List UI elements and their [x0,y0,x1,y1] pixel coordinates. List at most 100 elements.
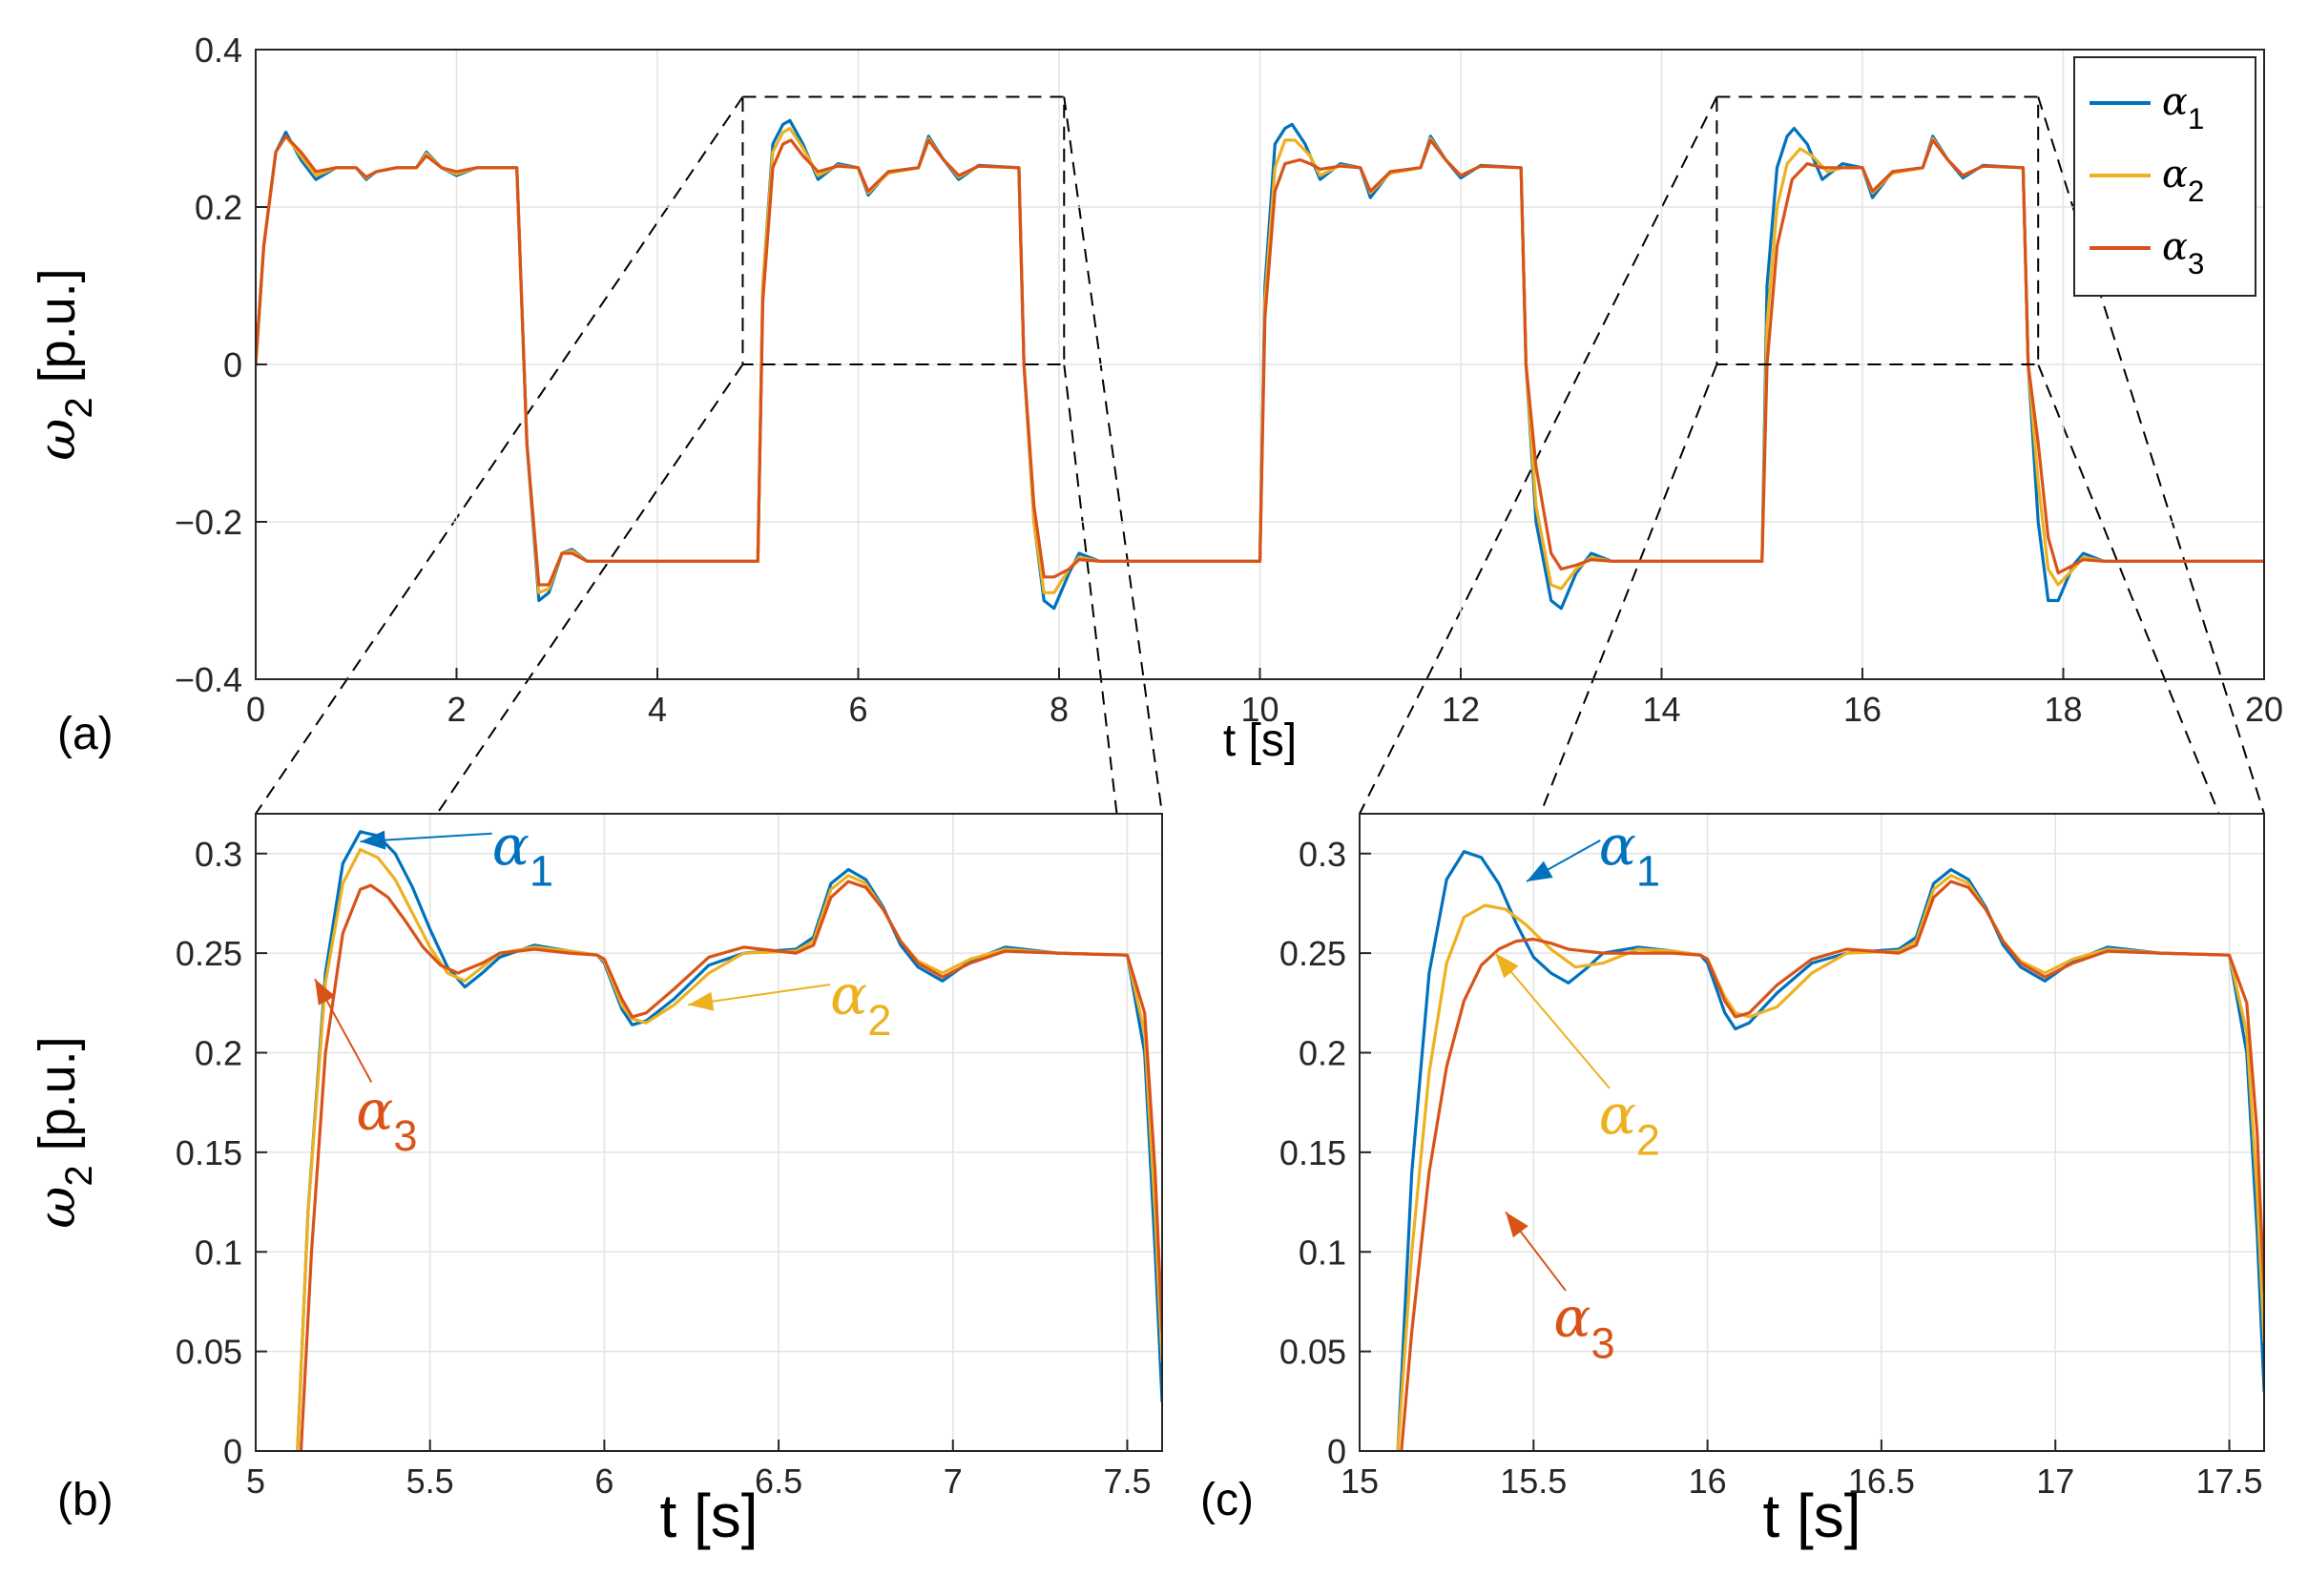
panel-b-ytick-label-1: 0.05 [176,1333,242,1372]
zoom-box-c [1715,95,2040,365]
panel-b-annotation-arrowhead-alpha2 [688,991,715,1011]
panel-c-xtick-label-1: 15.5 [1500,1461,1567,1501]
panel-c-annotation-label-alpha2: α2 [1599,1082,1660,1164]
panel-a-y-axis-unit: [p.u.] [29,268,86,397]
panel-a-xtick-label-0: 0 [246,690,265,729]
legend-entry-alpha3: α3 [2162,225,2204,280]
zoom-connector-c-top-left [1359,96,1718,815]
panel-a-y-axis-symbol: ω [27,419,87,461]
zoom-connector-b-bottom-right [1063,363,1118,815]
panel-b-xtick-label-5: 7.5 [1103,1461,1151,1501]
panel-b-ytick-label-6: 0.3 [195,835,242,874]
panel-a-ytick-label-0: −0.4 [175,660,242,699]
zoom-box-b [741,95,1066,365]
panel-c-annotation-label-alpha1-symbol: α [1599,813,1636,878]
panel-c-annotation-arrow-alpha2 [1494,952,1611,1089]
panel-a-ytick-label-2: 0 [223,345,242,384]
panel-a-xtick-label-4: 8 [1050,690,1069,729]
legend-entry-alpha2-symbol: α [2162,153,2188,197]
panel-a-xtick-label-3: 6 [848,690,867,729]
panel-b-annotation-label-alpha3-subscript: 3 [393,1111,417,1160]
zoom-connector-b-bottom-left [436,363,744,815]
panel-b-annotation-label-alpha2-subscript: 2 [867,996,891,1045]
panel-a-ytick-label-3: 0.2 [195,188,242,227]
panel-b-ytick-label-3: 0.15 [176,1133,242,1172]
legend-entry-alpha1: α1 [2162,80,2204,135]
panel-a-overview-chart: 0 2 4 6 8 10 12 14 16 18 20−0.4−0.200.20.4t [s]ω2 … [27,31,2283,766]
legend-entry-alpha2: α2 [2162,153,2204,208]
panel-c-xtick-label-4: 17 [2036,1461,2074,1501]
panel-b-ytick-label-0: 0 [223,1432,242,1471]
panel-c-annotation-label-alpha3-symbol: α [1553,1285,1591,1350]
panel-c-ytick-label-5: 0.25 [1279,934,1346,973]
panel-b-series-alpha1-line [296,830,1162,1451]
panel-c-series-alpha3-line [1400,880,2264,1451]
panel-b-y-axis-unit: [p.u.] [29,1036,86,1165]
panel-b-annotation-label-alpha3-symbol: α [356,1078,393,1143]
panel-c-zoom-chart: 15 15.5 16 16.5 17 17.5 0 0.05 0.1 0.15 0.2 0.25 0.3… [1200,813,2265,1550]
zoom-connector-c-bottom-right [2037,363,2220,815]
panel-b-annotation-label-alpha1-symbol: α [492,813,530,878]
panel-c-ytick-label-2: 0.1 [1299,1233,1346,1272]
panel-b-ytick-label-4: 0.2 [195,1034,242,1073]
panel-a-y-axis-label: ω2 [p.u.] [27,268,100,460]
panel-b-ytick-label-5: 0.25 [176,934,242,973]
panel-b-zoom-chart: 5 5.5 6 6.5 7 7.5 0 0.05 0.1 0.15 0.2 0.25 0.3 t [s] ω… [27,813,1163,1550]
panel-a-x-axis-label: t [s] [1223,715,1297,766]
panel-b-ytick-label-2: 0.1 [195,1233,242,1272]
panel-b-xtick-label-4: 7 [944,1461,963,1501]
panel-c-ytick-label-4: 0.2 [1299,1034,1346,1073]
panel-a-xtick-label-10: 20 [2245,690,2283,729]
panel-a-series-alpha3-line [256,135,2264,587]
panel-c-annotation-arrowhead-alpha2 [1495,953,1519,979]
panel-b-xtick-label-1: 5.5 [406,1461,454,1501]
panel-c-xtick-label-0: 15 [1341,1461,1379,1501]
panel-c-ytick-label-1: 0.05 [1279,1333,1346,1372]
panel-c-label: (c) [1200,1475,1254,1525]
panel-a-xtick-label-6: 12 [1442,690,1480,729]
zoom-connector-c-bottom-left [1539,363,1718,815]
panel-c-series-alpha1-line [1396,850,2264,1451]
panel-c-x-axis-label: t [s] [1762,1482,1861,1550]
panel-a-xtick-label-7: 14 [1642,690,1680,729]
panel-b-y-axis-symbol: ω [27,1187,87,1229]
panel-b-x-axis-label: t [s] [659,1482,758,1550]
legend-entry-alpha3-subscript: 3 [2188,247,2204,280]
panel-b-annotation-label-alpha1: α1 [492,813,553,895]
panel-c-annotation-label-alpha1-subscript: 1 [1636,847,1660,896]
panel-b-axes-box [255,813,1163,1452]
panel-c-annotation-label-alpha3: α3 [1553,1285,1614,1367]
panel-a-ytick-label-4: 0.4 [195,31,242,70]
panel-c-annotation-label-alpha2-subscript: 2 [1636,1115,1660,1164]
panel-c-annotation-arrowhead-alpha3 [1506,1212,1528,1238]
panel-c-xtick-label-3: 16.5 [1848,1461,1915,1501]
panel-b-annotation-label-alpha2: α2 [830,963,891,1045]
panel-c-series-group [1396,850,2264,1451]
panel-b-series-alpha3-line [299,880,1162,1451]
panel-a-xtick-label-8: 16 [1843,690,1882,729]
panel-a-xtick-label-2: 4 [648,690,667,729]
panel-b-y-axis-subscript: 2 [58,1165,100,1186]
panel-a-xtick-label-9: 18 [2044,690,2082,729]
panel-b-annotation-label-alpha3: α3 [356,1078,417,1160]
panel-c-xtick-label-2: 16 [1689,1461,1727,1501]
panel-c-xtick-label-5: 17.5 [2195,1461,2262,1501]
zoom-indicator-layer [255,95,2265,815]
legend-entry-alpha2-subscript: 2 [2188,175,2204,208]
legend-entry-alpha1-symbol: α [2162,80,2188,124]
panel-b-label: (b) [57,1475,114,1525]
panel-c-ytick-label-0: 0 [1327,1432,1346,1471]
panel-c-annotation-label-alpha2-symbol: α [1599,1082,1636,1147]
panel-b-annotation-label-alpha2-symbol: α [830,963,867,1027]
panel-c-axes-box [1359,813,2265,1452]
panel-b-xtick-label-0: 5 [246,1461,265,1501]
legend-entry-alpha3-symbol: α [2162,225,2188,269]
panel-b-annotation-arrowhead-alpha1 [360,830,386,850]
zoom-connector-b-top-right [1063,96,1163,815]
panel-a-xtick-label-5: 10 [1240,690,1279,729]
panel-a-xtick-label-1: 2 [447,690,466,729]
legend-entry-alpha1-subscript: 1 [2188,102,2204,135]
panel-c-ytick-label-3: 0.15 [1279,1133,1346,1172]
